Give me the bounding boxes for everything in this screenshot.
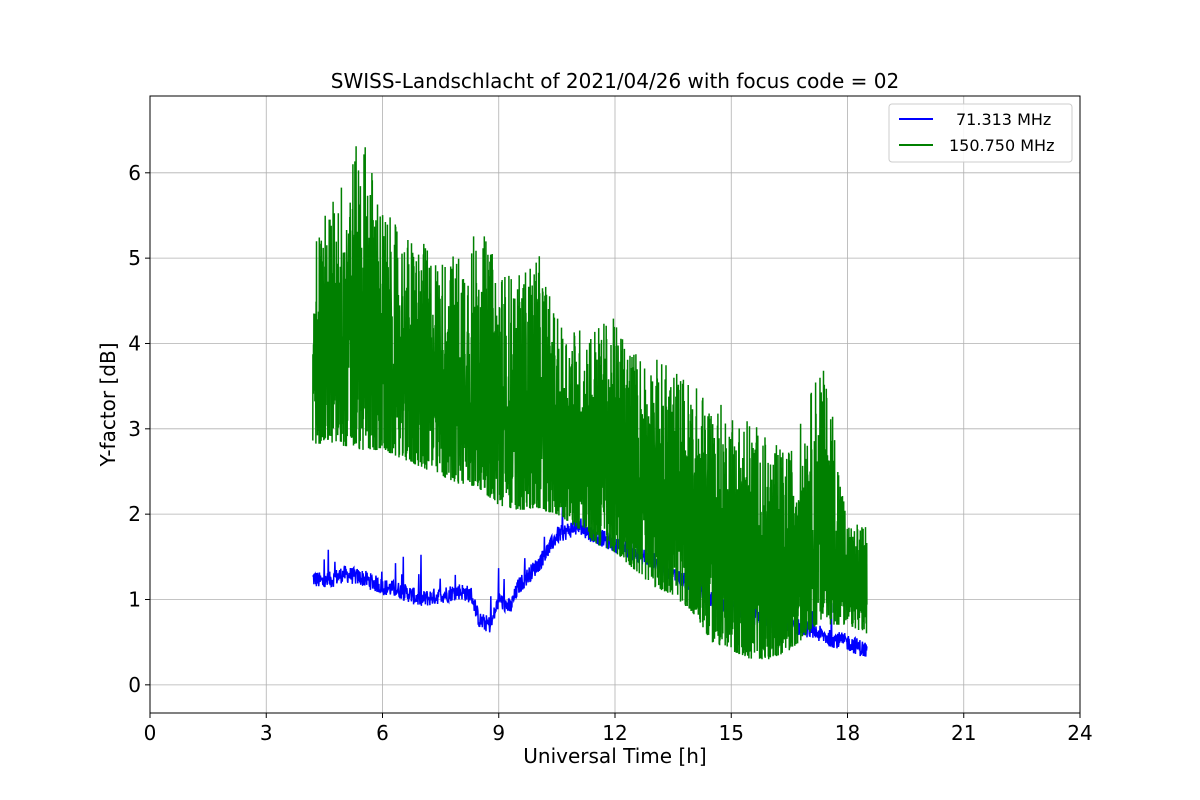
- x-tick-label: 15: [719, 721, 744, 745]
- y-tick-label: 6: [128, 161, 141, 185]
- y-tick-label: 1: [128, 587, 141, 611]
- x-tick-label: 12: [602, 721, 627, 745]
- plot-area: [312, 146, 868, 660]
- y-tick-label: 3: [128, 417, 141, 441]
- x-tick-label: 6: [376, 721, 389, 745]
- y-tick-label: 2: [128, 502, 141, 526]
- x-tick-label: 9: [492, 721, 505, 745]
- x-tick-label: 0: [144, 721, 157, 745]
- x-tick-label: 18: [835, 721, 860, 745]
- y-tick-label: 4: [128, 331, 141, 355]
- legend-box: [888, 103, 1073, 163]
- legend-entry-label: 150.750 MHz: [949, 136, 1054, 155]
- y-tick-label: 0: [128, 673, 141, 697]
- series-line-150-750-mhz: [312, 146, 868, 660]
- legend-entry-label: 71.313 MHz: [956, 110, 1051, 129]
- y-axis-label: Y-factor [dB]: [96, 342, 120, 467]
- legend: 71.313 MHz 150.750 MHz: [888, 103, 1073, 163]
- x-axis-label: Universal Time [h]: [523, 744, 706, 768]
- y-tick-label: 5: [128, 246, 141, 270]
- x-tick-label: 3: [260, 721, 273, 745]
- x-tick-label: 24: [1067, 721, 1092, 745]
- x-tick-label: 21: [951, 721, 976, 745]
- chart-title: SWISS-Landschlacht of 2021/04/26 with fo…: [331, 69, 899, 93]
